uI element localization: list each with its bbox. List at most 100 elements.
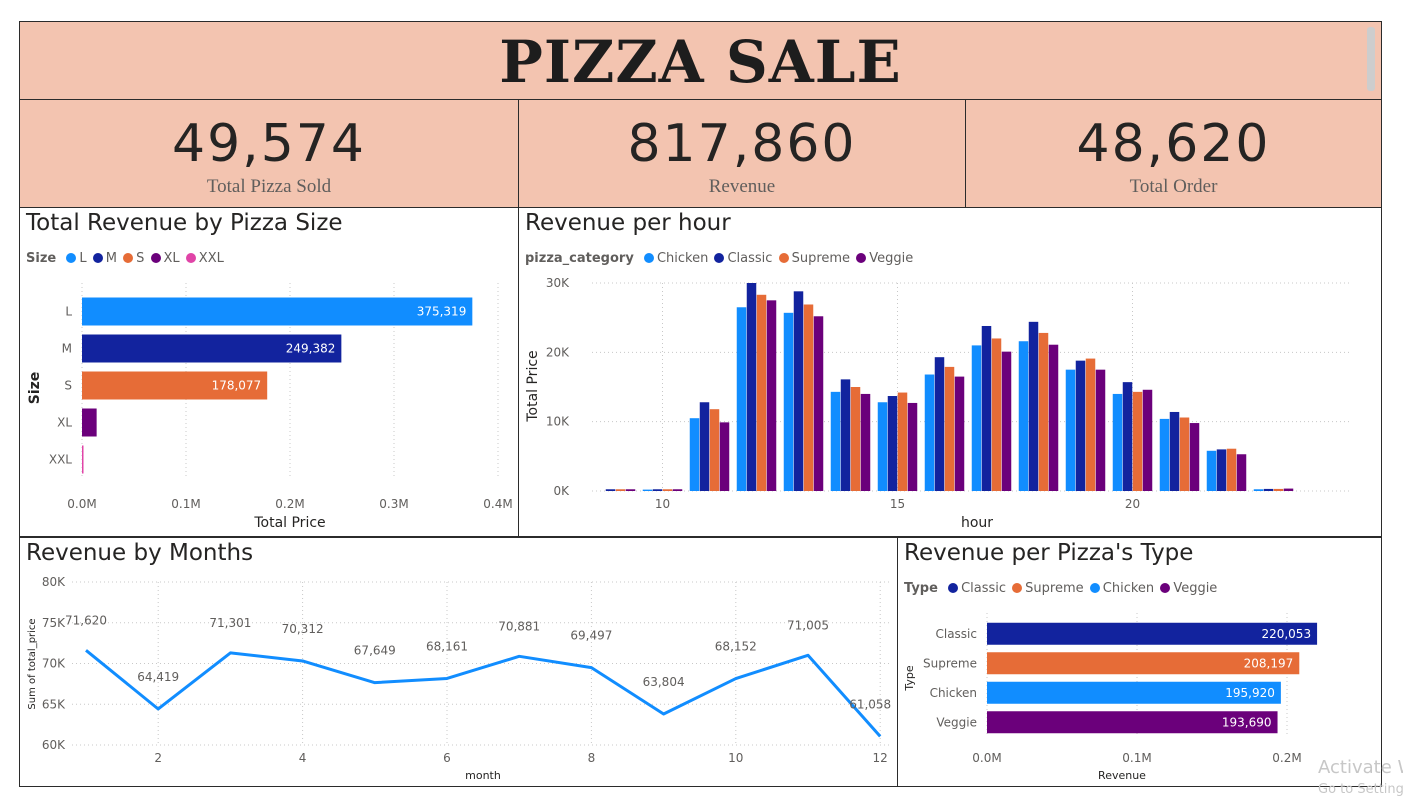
bar xyxy=(766,300,777,491)
data-label: 61,058 xyxy=(849,697,891,711)
bar xyxy=(605,489,616,491)
y-axis-title: Type xyxy=(903,665,916,691)
legend-marker xyxy=(150,253,161,263)
bar xyxy=(1142,389,1153,491)
y-tick-label: 70K xyxy=(42,657,66,671)
chart-title: Revenue by Months xyxy=(26,540,254,566)
kpi-card-revenue: 817,860 Revenue xyxy=(518,99,966,208)
legend-label: Veggie xyxy=(1173,581,1218,596)
bar xyxy=(1159,418,1170,491)
scrollbar-thumb[interactable] xyxy=(1367,27,1375,91)
y-tick-label: 65K xyxy=(42,697,66,711)
bar xyxy=(1226,448,1237,491)
bar xyxy=(1065,369,1076,491)
legend-item[interactable]: XL xyxy=(150,251,180,266)
size-chart-panel: Total Revenue by Pizza Size Size L M S X… xyxy=(19,207,519,537)
kpi-value: 49,574 xyxy=(172,114,366,174)
bar xyxy=(1018,341,1029,491)
y-tick-label: XL xyxy=(57,416,72,430)
legend-item[interactable]: S xyxy=(123,251,144,266)
legend-item[interactable]: Classic xyxy=(714,251,772,266)
legend-marker xyxy=(1012,583,1023,593)
x-tick-label: 0.2M xyxy=(275,497,304,511)
legend-item[interactable]: Chicken xyxy=(643,251,708,266)
bar xyxy=(662,489,673,491)
bar xyxy=(1132,391,1143,491)
bar xyxy=(944,366,955,491)
hour-chart-panel: Revenue per hour pizza_category Chicken … xyxy=(518,207,1382,537)
x-tick-label: 0.0M xyxy=(972,751,1001,765)
x-axis-title: Revenue xyxy=(1098,769,1146,782)
legend-marker xyxy=(643,253,654,263)
y-tick-label: 60K xyxy=(42,738,66,752)
kpi-label: Total Pizza Sold xyxy=(206,176,332,197)
bar xyxy=(736,307,747,491)
legend-item[interactable]: Chicken xyxy=(1089,581,1155,596)
series-line xyxy=(85,649,882,738)
data-label: 68,152 xyxy=(715,640,757,654)
x-axis-title: hour xyxy=(961,515,993,531)
y-axis-title: Total Price xyxy=(525,350,541,422)
bar xyxy=(860,393,871,491)
bar xyxy=(924,374,935,491)
legend-marker xyxy=(856,253,867,263)
bar xyxy=(652,489,663,491)
legend-label: Classic xyxy=(961,581,1007,596)
x-tick-label: 0.0M xyxy=(67,497,96,511)
bar xyxy=(1216,449,1227,491)
bar xyxy=(1253,489,1264,491)
data-label: 178,077 xyxy=(212,379,262,393)
data-label: 220,053 xyxy=(1261,627,1311,641)
bar xyxy=(709,409,720,491)
bar xyxy=(1048,344,1059,491)
x-tick-label: 10 xyxy=(655,497,670,511)
legend-item[interactable]: Veggie xyxy=(856,251,913,266)
data-label: 63,804 xyxy=(643,675,685,689)
legend-item[interactable]: XXL xyxy=(185,251,224,266)
bar xyxy=(981,325,992,491)
legend-item[interactable]: M xyxy=(92,251,117,266)
bar xyxy=(1122,382,1133,491)
legend-item[interactable]: L xyxy=(66,251,87,266)
bar xyxy=(813,316,824,491)
month-chart-plot: 60K 65K 70K 75K 80K 2 4 6 8 10 12 71,620 64,419 71,30… xyxy=(27,575,891,782)
legend-item[interactable]: Veggie xyxy=(1160,581,1217,596)
legend-label: XXL xyxy=(198,251,224,266)
chart-legend: Type Classic Supreme Chicken Veggie xyxy=(904,581,1219,596)
data-label: 64,419 xyxy=(137,670,179,684)
legend-label: XL xyxy=(163,251,180,266)
bar xyxy=(897,392,908,491)
x-tick-label: 0.3M xyxy=(379,497,408,511)
bar xyxy=(1095,369,1106,491)
bar xyxy=(82,297,473,326)
bar xyxy=(642,489,653,491)
kpi-label: Total Order xyxy=(1129,176,1218,197)
bar xyxy=(1263,488,1274,491)
bar xyxy=(1179,417,1190,491)
bar xyxy=(625,489,636,491)
chart-legend: Size L M S XL XXL xyxy=(26,251,226,266)
y-tick-label: 0K xyxy=(553,484,570,498)
bar xyxy=(615,489,626,491)
legend-item[interactable]: Classic xyxy=(948,581,1006,596)
title-banner: PIZZA SALE xyxy=(19,21,1382,100)
activation-watermark-sub: Go to Setting xyxy=(1318,782,1403,797)
legend-item[interactable]: Supreme xyxy=(778,251,850,266)
y-tick-label: 75K xyxy=(42,616,66,630)
legend-label: Chicken xyxy=(1102,581,1155,596)
legend-item[interactable]: Supreme xyxy=(1012,581,1084,596)
x-tick-label: 0.1M xyxy=(171,497,200,511)
chart-title: Revenue per hour xyxy=(525,210,731,236)
bar xyxy=(1001,351,1012,491)
legend-marker xyxy=(123,253,134,263)
data-label: 375,319 xyxy=(417,305,467,319)
type-chart-panel: Revenue per Pizza's Type Type Classic Su… xyxy=(897,537,1382,787)
bar xyxy=(1075,360,1086,491)
legend-label: L xyxy=(79,251,87,266)
y-tick-label: M xyxy=(62,342,72,356)
hour-chart-plot: 0K 10K 20K 30K 10 15 20 hour Total Price xyxy=(525,276,1349,531)
y-tick-label: XXL xyxy=(49,453,72,467)
data-label: 249,382 xyxy=(286,342,336,356)
x-tick-label: 8 xyxy=(588,751,596,765)
data-label: 193,690 xyxy=(1222,715,1272,729)
